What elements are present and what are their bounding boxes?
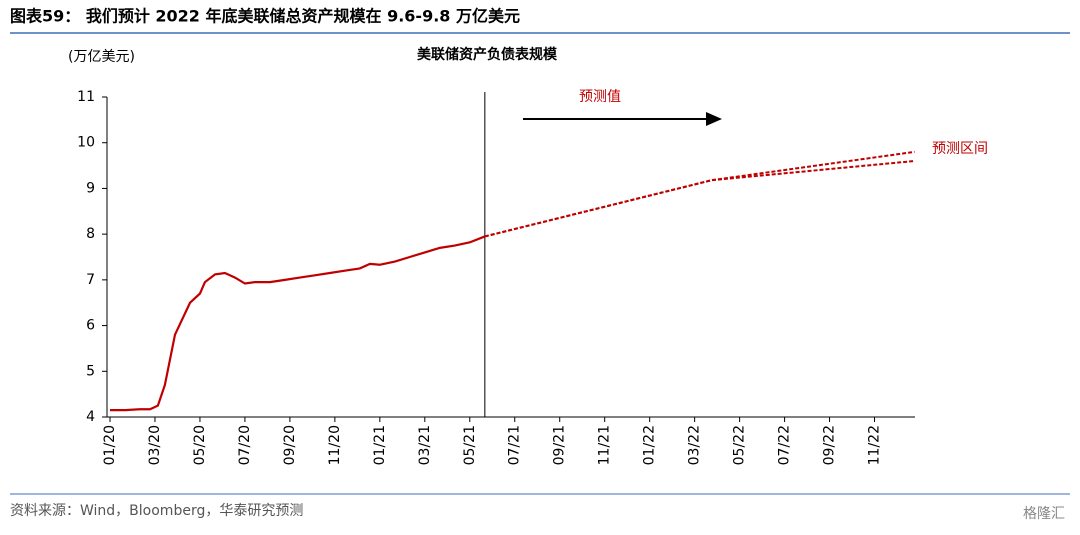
x-tick-label: 03/21 (417, 425, 433, 465)
y-axis-label: (万亿美元) (68, 49, 135, 65)
x-tick-label: 07/22 (777, 425, 793, 465)
y-tick-label: 9 (86, 180, 95, 196)
y-tick-label: 7 (86, 272, 95, 288)
y-tick-label: 11 (77, 89, 95, 105)
source: 资料来源：Wind，Bloomberg，华泰研究预测 (10, 503, 303, 519)
chart-title: 美联储资产负债表规模 (417, 46, 558, 63)
annotation: 预测值 (579, 89, 621, 105)
x-tick-label: 07/20 (237, 425, 253, 465)
y-tick-label: 10 (77, 135, 95, 151)
y-tick-label: 4 (86, 409, 95, 425)
arrow-head (706, 112, 722, 126)
x-tick-label: 01/20 (102, 425, 118, 465)
x-tick-label: 11/20 (327, 425, 343, 465)
x-tick-label: 03/20 (147, 425, 163, 465)
y-tick-label: 5 (86, 363, 95, 379)
header-title: 图表59： 我们预计 2022 年底美联储总资产规模在 9.6-9.8 万亿美元 (10, 7, 520, 26)
y-tick-label: 8 (86, 226, 95, 242)
x-tick-label: 05/22 (732, 425, 748, 465)
x-tick-label: 09/21 (552, 425, 568, 465)
series-line (110, 235, 486, 412)
x-tick-label: 01/21 (372, 425, 388, 465)
annotation: 预测区间 (932, 141, 988, 157)
y-tick-label: 6 (86, 318, 95, 334)
x-tick-label: 09/20 (282, 425, 298, 465)
x-tick-label: 07/21 (507, 425, 523, 465)
x-tick-label: 11/21 (597, 425, 613, 465)
x-tick-label: 09/22 (822, 425, 838, 465)
x-tick-label: 01/22 (642, 425, 658, 465)
x-tick-label: 05/20 (192, 425, 208, 465)
x-tick-label: 11/22 (867, 425, 883, 465)
watermark: 格隆汇 (1023, 506, 1065, 522)
x-tick-label: 03/22 (687, 425, 703, 465)
series-line (484, 160, 915, 238)
x-tick-label: 05/21 (462, 425, 478, 465)
series-line (484, 150, 915, 238)
